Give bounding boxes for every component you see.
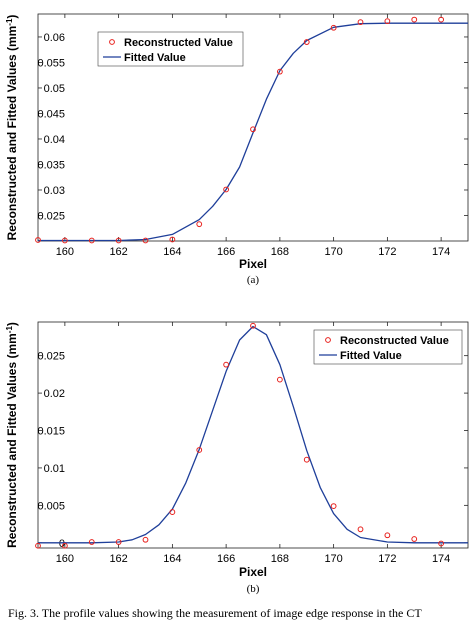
panel-a-data-point: [61, 237, 68, 244]
panel-b-y-tick-label: 0.01: [44, 463, 65, 475]
panel-b-x-tick-label: 164: [163, 553, 181, 565]
panel-a-data-point: [384, 18, 391, 25]
panel-a-y-tick-label: 0.06: [44, 32, 65, 44]
panel-a-x-tick-label: 174: [432, 246, 450, 258]
panel-b-fitted-line: [38, 325, 468, 544]
panel-a-y-tick-label: 0.045: [37, 108, 65, 120]
panel-a-data-point: [115, 237, 122, 244]
panel-a-data-point: [276, 68, 283, 75]
panel-b-x-tick-label: 172: [378, 553, 396, 565]
panel-b-data-point: [169, 509, 176, 515]
panel-a-y-tick-label: 0.035: [37, 159, 65, 171]
panel-a-y-tick-label: 0.03: [44, 185, 65, 197]
panel-a-y-tick-label: 0.04: [44, 134, 65, 146]
panel-b-data-point: [384, 532, 391, 539]
panel-a-legend-label-reconstructed: Reconstructed Value: [124, 37, 233, 49]
panel-b-data-point: [276, 376, 283, 383]
panel-b-data-point: [303, 456, 310, 463]
panel-a-data-point: [411, 16, 418, 23]
panel-b-data-point: [357, 526, 364, 533]
panel-a-y-tick-label: 0.025: [37, 210, 65, 222]
panel-b-data-point: [88, 539, 95, 545]
panel-a-data-point: [35, 237, 41, 243]
panel-b-y-tick-label: 0.025: [37, 351, 65, 363]
panel-b-data-point: [61, 542, 68, 549]
panel-a-data-point: [357, 19, 364, 26]
panel-b-data-point: [115, 539, 122, 545]
panel-b-x-tick-label: 162: [109, 553, 127, 565]
panel-b-data-point: [196, 447, 203, 453]
panel-a-panel-label: (a): [247, 274, 260, 286]
panel-a-y-tick-label: 0.05: [44, 83, 65, 95]
panel-a-data-point: [88, 237, 95, 244]
panel-b-data-point: [250, 322, 256, 329]
panel-a-x-tick-label: 162: [109, 246, 127, 258]
panel-a-x-tick-label: 172: [378, 246, 396, 258]
panel-a-data-point: [250, 126, 256, 133]
panel-a-x-tick-label: 164: [163, 246, 181, 258]
panel-b-data-point: [438, 540, 445, 547]
panel-a-x-tick-label: 170: [324, 246, 342, 258]
panel-a-data-point: [196, 221, 203, 228]
figure-caption: Fig. 3. The profile values showing the m…: [8, 606, 422, 620]
panel-a-legend: [97, 31, 244, 67]
panel-a-y-tick-label: 0.055: [37, 57, 65, 69]
panel-b-y-tick-label: 0: [59, 538, 65, 550]
panel-a-legend-label-fitted: Fitted Value: [124, 52, 186, 64]
panel-b-x-axis-label: Pixel: [239, 565, 267, 579]
panel-b-panel-label: (b): [247, 583, 260, 595]
panel-a-data-point: [330, 24, 337, 31]
panel-b-y-tick-label: 0.02: [44, 388, 65, 400]
panel-b-legend-label-fitted: Fitted Value: [340, 350, 402, 362]
panel-b-data-point: [35, 542, 41, 549]
panel-b-y-tick-label: 0.005: [37, 500, 65, 512]
panel-a-data-point: [438, 16, 445, 23]
panel-a-legend-marker-icon: [109, 39, 115, 45]
panel-b-x-tick-label: 170: [324, 553, 342, 565]
panel-b-data-point: [223, 361, 230, 368]
panel-b-y-axis-label: Reconstructed and Fitted Values (mm-1): [5, 322, 19, 548]
panel-b-legend-marker-icon: [325, 337, 331, 343]
chart-panel-a: 160 162 164 166 168 170 172 174 0.025 0.03 0.035 0.…: [5, 13, 469, 286]
panel-a-x-tick-label: 160: [56, 246, 74, 258]
panel-b-data-point: [411, 536, 418, 542]
panel-b-x-tick-label: 174: [432, 553, 450, 565]
panel-b-x-tick-label: 168: [271, 553, 289, 565]
chart-panel-b: 160 162 164 166 168 170 172 174 0 0.005 0.01 0.015 0…: [5, 321, 469, 595]
panel-b-y-tick-label: 0.015: [37, 426, 65, 438]
panel-a-x-axis-label: Pixel: [239, 257, 267, 271]
panel-b-data-point: [330, 503, 337, 509]
panel-a-x-tick-label: 168: [271, 246, 289, 258]
panel-b-legend: [313, 329, 463, 365]
panel-a-data-point: [169, 236, 176, 243]
panel-a-fitted-line: [38, 22, 468, 242]
panel-b-x-tick-label: 160: [56, 553, 74, 565]
panel-a-x-tick-label: 166: [217, 246, 235, 258]
panel-a-data-point: [223, 186, 230, 193]
panel-a-data-point: [303, 39, 310, 45]
panel-a-data-point: [142, 237, 149, 244]
panel-b-legend-label-reconstructed: Reconstructed Value: [340, 335, 449, 347]
panel-b-data-point: [142, 536, 149, 543]
panel-b-x-tick-label: 166: [217, 553, 235, 565]
panel-a-y-axis-label: Reconstructed and Fitted Values (mm-1): [5, 15, 19, 241]
